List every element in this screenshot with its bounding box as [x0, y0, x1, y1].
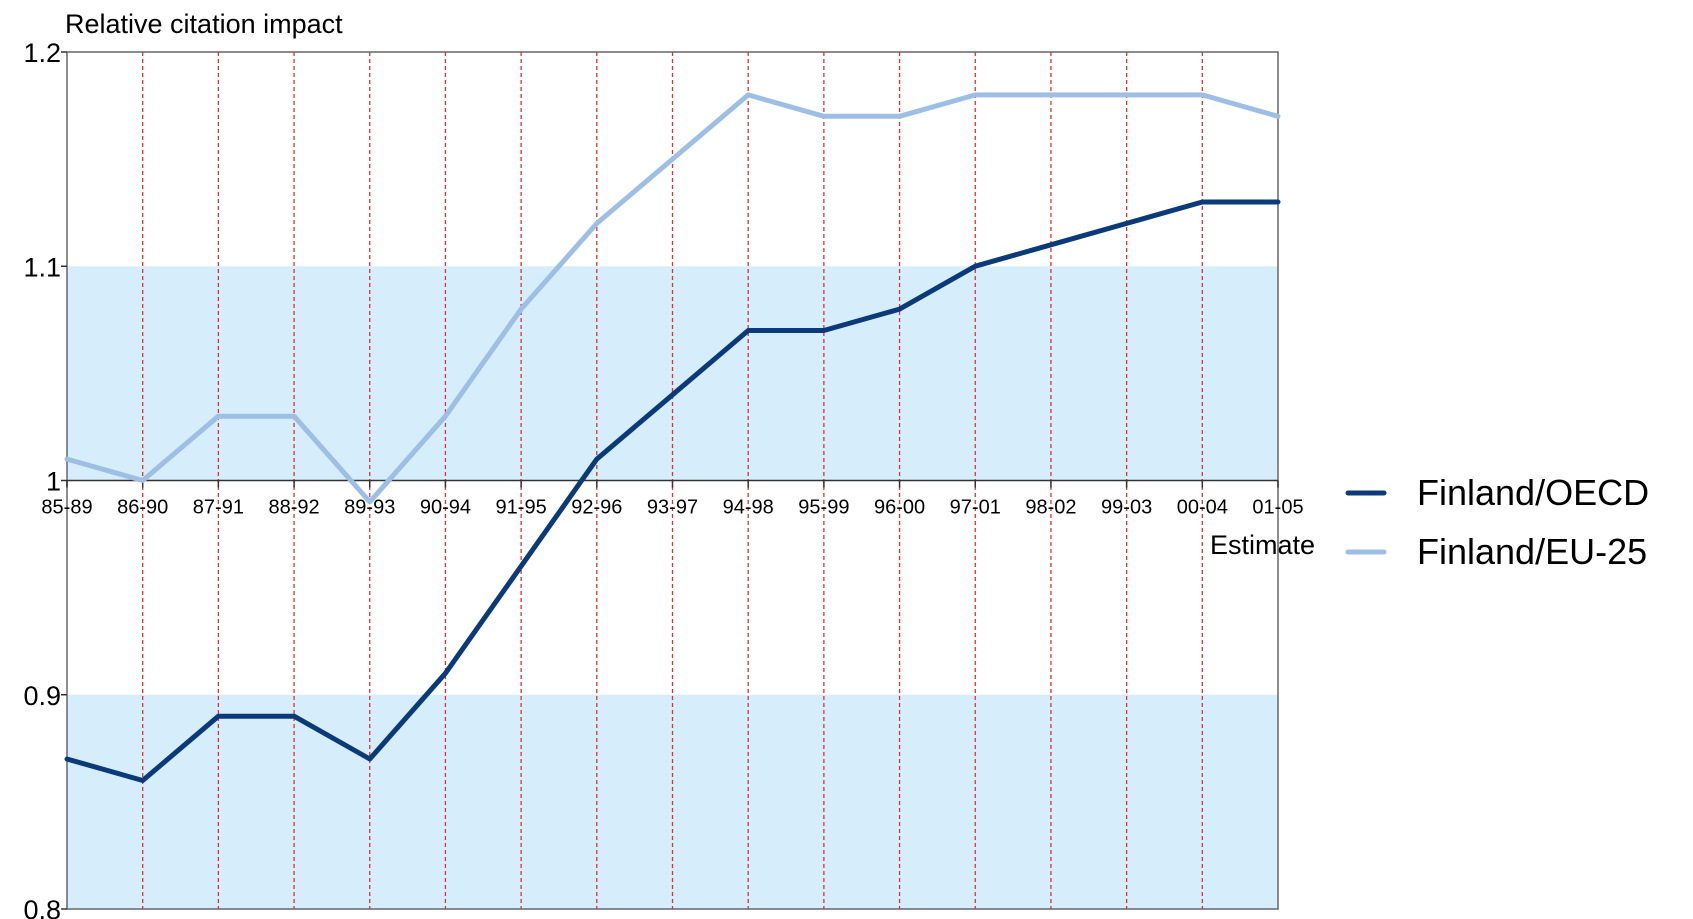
- x-tick-label: 93-97: [647, 497, 698, 519]
- shaded-bands: [67, 266, 1278, 909]
- y-tick-label: 0.9: [23, 681, 61, 711]
- y-axis-ticks: 0.8 0.9 1 1.1 1.2: [23, 38, 67, 919]
- series-line-finland-oecd: [64, 199, 1281, 783]
- x-tick-label: 95-99: [798, 497, 849, 519]
- y-axis-title: Relative citation impact: [65, 9, 343, 39]
- x-tick-label: 91-95: [496, 497, 547, 519]
- x-tick-label: 89-93: [344, 497, 395, 519]
- legend-label: Finland/EU-25: [1417, 531, 1647, 572]
- x-tick-label: 00-04: [1177, 497, 1228, 519]
- x-tick-label: 01-05: [1252, 497, 1303, 519]
- x-tick-label: 98-02: [1025, 497, 1076, 519]
- series-lines: [64, 92, 1281, 783]
- x-tick-label: 85-89: [41, 497, 92, 519]
- x-tick-label: 96-00: [874, 497, 925, 519]
- x-tick-label: 90-94: [420, 497, 471, 519]
- x-axis-ticks: 85-89 86-90 87-91 88-92 89-93 90-94 91-95 92-96…: [41, 480, 1304, 519]
- x-tick-label: 86-90: [117, 497, 168, 519]
- y-tick-label: 1.2: [23, 38, 61, 68]
- x-tick-label: 87-91: [193, 497, 244, 519]
- x-tick-label: 99-03: [1101, 497, 1152, 519]
- x-tick-label: 97-01: [950, 497, 1001, 519]
- legend-label: Finland/OECD: [1417, 472, 1649, 513]
- y-tick-label: 1.1: [23, 252, 61, 282]
- x-tick-label: 94-98: [723, 497, 774, 519]
- y-tick-label: 1: [46, 467, 61, 497]
- x-tick-label: 88-92: [268, 497, 319, 519]
- x-tick-label: 92-96: [571, 497, 622, 519]
- legend: Finland/OECD Finland/EU-25: [1345, 472, 1649, 572]
- series-line-finland-eu-25: [64, 92, 1281, 505]
- estimate-annotation: Estimate: [1210, 530, 1315, 560]
- y-tick-label: 0.8: [23, 895, 61, 919]
